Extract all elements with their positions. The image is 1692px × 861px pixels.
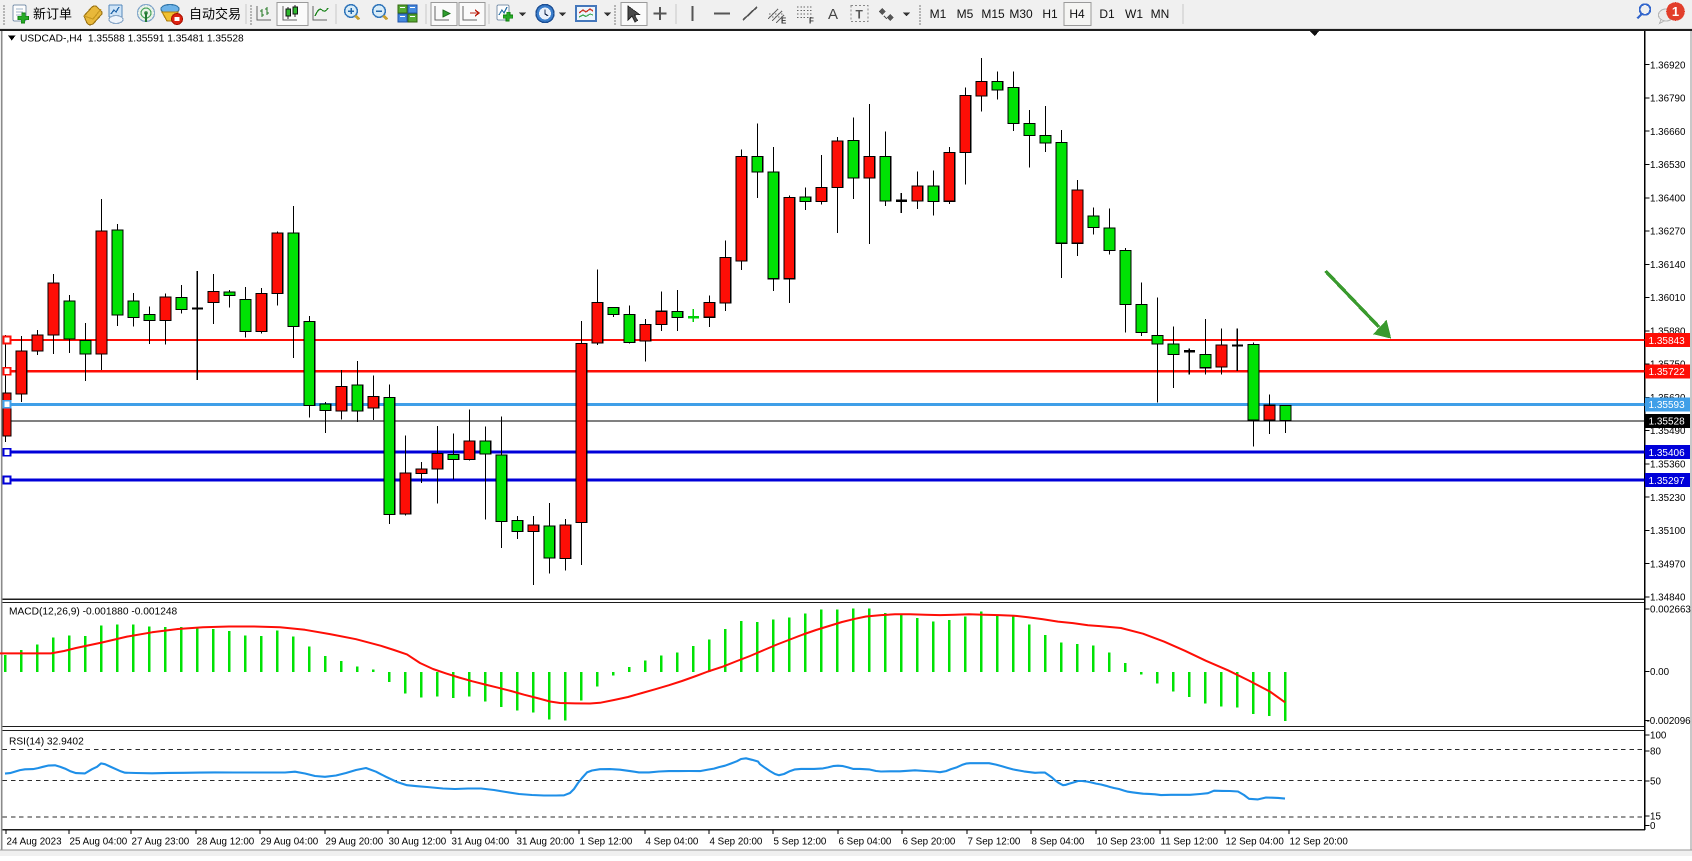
svg-text:1.36920: 1.36920	[1650, 60, 1686, 71]
svg-text:1.36270: 1.36270	[1650, 227, 1686, 238]
svg-text:1.35528: 1.35528	[1649, 417, 1686, 428]
svg-text:1.35100: 1.35100	[1650, 526, 1686, 537]
svg-text:1.35843: 1.35843	[1649, 336, 1686, 347]
svg-text:T: T	[856, 8, 864, 22]
svg-text:12 Sep 20:00: 12 Sep 20:00	[1290, 837, 1349, 848]
svg-text:50: 50	[1650, 777, 1661, 788]
svg-text:12 Sep 04:00: 12 Sep 04:00	[1226, 837, 1285, 848]
svg-text:10 Sep 23:00: 10 Sep 23:00	[1097, 837, 1156, 848]
svg-text:1.35880: 1.35880	[1650, 326, 1686, 337]
svg-text:M1: M1	[930, 7, 947, 21]
svg-text:29 Aug 20:00: 29 Aug 20:00	[326, 837, 384, 848]
svg-text:自动交易: 自动交易	[189, 7, 241, 22]
svg-text:1.35406: 1.35406	[1649, 448, 1686, 459]
svg-text:M30: M30	[1009, 7, 1033, 21]
svg-text:5 Sep 12:00: 5 Sep 12:00	[774, 837, 827, 848]
svg-text:4 Sep 20:00: 4 Sep 20:00	[710, 837, 763, 848]
svg-text:31 Aug 04:00: 31 Aug 04:00	[452, 837, 510, 848]
svg-text:M5: M5	[957, 7, 974, 21]
svg-text:0.00: 0.00	[1650, 667, 1670, 678]
svg-text:1.36010: 1.36010	[1650, 293, 1686, 304]
svg-text:29 Aug 04:00: 29 Aug 04:00	[261, 837, 319, 848]
svg-text:1 Sep 12:00: 1 Sep 12:00	[580, 837, 633, 848]
svg-text:1.35230: 1.35230	[1650, 493, 1686, 504]
svg-text:80: 80	[1650, 747, 1661, 758]
svg-text:1.36400: 1.36400	[1650, 193, 1686, 204]
svg-text:H4: H4	[1069, 7, 1085, 21]
svg-text:F: F	[809, 17, 814, 26]
svg-text:M15: M15	[981, 7, 1005, 21]
svg-text:4 Sep 04:00: 4 Sep 04:00	[646, 837, 699, 848]
svg-text:-0.002096: -0.002096	[1647, 716, 1692, 727]
svg-text:1: 1	[1672, 4, 1679, 19]
svg-text:D1: D1	[1099, 7, 1115, 21]
svg-text:100: 100	[1650, 731, 1667, 742]
svg-text:1.35297: 1.35297	[1649, 476, 1686, 487]
svg-text:15: 15	[1650, 812, 1661, 823]
svg-text:1.36790: 1.36790	[1650, 94, 1686, 105]
svg-text:W1: W1	[1125, 7, 1143, 21]
svg-text:1.34970: 1.34970	[1650, 559, 1686, 570]
svg-text:USDCAD-,H4 1.35588 1.35591 1.: USDCAD-,H4 1.35588 1.35591 1.35481 1.355…	[20, 34, 244, 45]
svg-text:1.35360: 1.35360	[1650, 460, 1686, 471]
svg-text:E: E	[781, 17, 787, 26]
svg-text:11 Sep 12:00: 11 Sep 12:00	[1161, 837, 1219, 848]
svg-text:6 Sep 04:00: 6 Sep 04:00	[839, 837, 892, 848]
svg-text:1.34840: 1.34840	[1650, 593, 1686, 604]
svg-text:0: 0	[1650, 821, 1656, 832]
svg-text:24 Aug 2023: 24 Aug 2023	[7, 837, 63, 848]
svg-text:6 Sep 20:00: 6 Sep 20:00	[903, 837, 956, 848]
svg-text:27 Aug 23:00: 27 Aug 23:00	[132, 837, 190, 848]
svg-text:H1: H1	[1042, 7, 1058, 21]
svg-text:新订单: 新订单	[33, 7, 72, 22]
svg-text:1.36660: 1.36660	[1650, 127, 1686, 138]
svg-text:1.35593: 1.35593	[1649, 400, 1686, 411]
svg-text:28 Aug 12:00: 28 Aug 12:00	[197, 837, 255, 848]
svg-text:25 Aug 04:00: 25 Aug 04:00	[70, 837, 128, 848]
svg-text:RSI(14) 32.9402: RSI(14) 32.9402	[9, 737, 84, 748]
svg-text:31 Aug 20:00: 31 Aug 20:00	[517, 837, 575, 848]
svg-text:1.35490: 1.35490	[1650, 426, 1686, 437]
svg-text:MACD(12,26,9) -0.001880 -0.001: MACD(12,26,9) -0.001880 -0.001248	[9, 607, 178, 618]
svg-text:1.35722: 1.35722	[1649, 367, 1686, 378]
svg-text:30 Aug 12:00: 30 Aug 12:00	[389, 837, 447, 848]
svg-text:MN: MN	[1151, 7, 1170, 21]
svg-text:A: A	[828, 6, 838, 23]
svg-text:8 Sep 04:00: 8 Sep 04:00	[1032, 837, 1085, 848]
svg-text:1.36530: 1.36530	[1650, 160, 1686, 171]
svg-text:7 Sep 12:00: 7 Sep 12:00	[968, 837, 1021, 848]
svg-text:0.002663: 0.002663	[1650, 605, 1691, 616]
svg-text:1.36140: 1.36140	[1650, 260, 1686, 271]
